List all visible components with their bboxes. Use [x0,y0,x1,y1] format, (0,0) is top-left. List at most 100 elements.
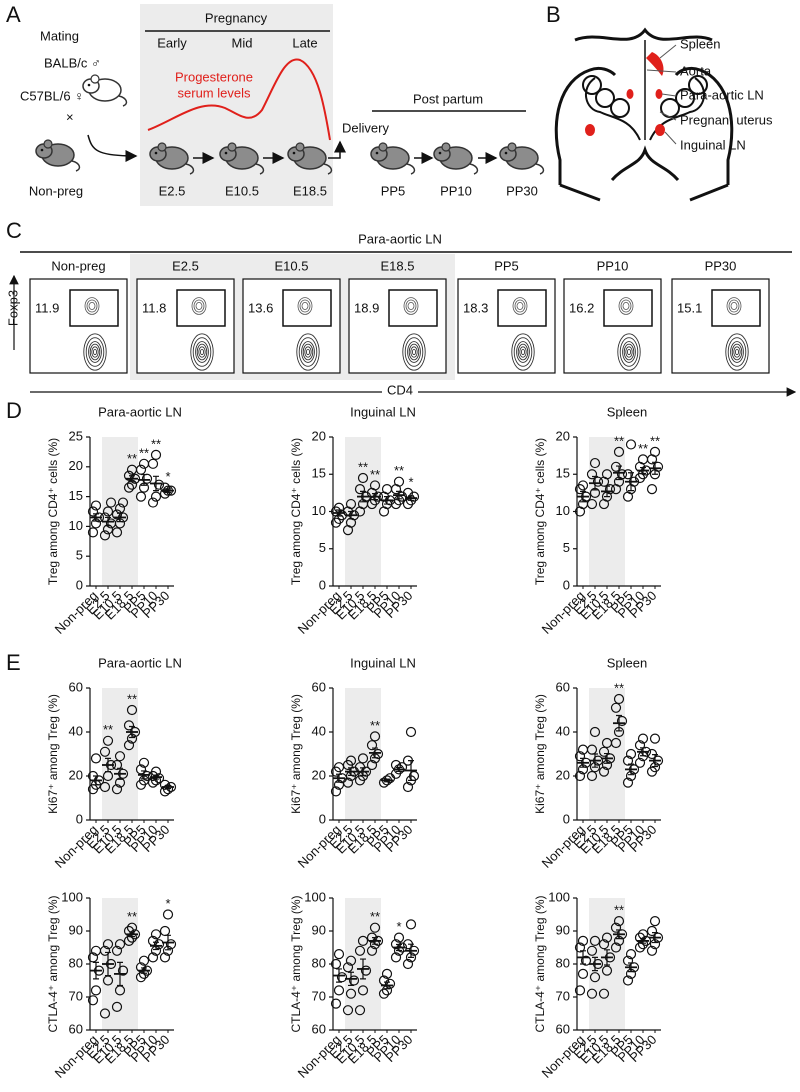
data-point [369,731,381,742]
data-point [102,506,114,517]
error-bar [117,512,123,523]
timepoint-label: E18.5 [293,183,327,198]
data-point [111,509,123,520]
contour [622,301,630,310]
contour [301,341,315,363]
data-point [357,472,369,484]
data-point [598,746,610,757]
contour [728,299,740,313]
y-tick-label: 20 [312,428,326,443]
data-point [610,922,622,933]
error-bar [652,461,658,475]
contour [302,343,314,361]
contour [407,301,415,310]
y-axis-label: Ki67⁺ among Treg (%) [46,694,60,814]
data-point [366,759,378,771]
contour [404,337,424,367]
data-point [102,939,114,950]
data-point [405,919,417,930]
data-point [138,757,150,768]
error-bar [129,475,135,483]
data-point [381,968,393,980]
data-point [342,777,354,788]
data-point [159,779,171,790]
significance: ** [614,433,624,448]
y-tick-label: 10 [69,518,83,533]
gate-percentage: 18.9 [354,300,379,315]
contour [86,299,98,313]
error-bar [348,971,354,987]
error-bar [105,516,111,527]
error-bar [165,784,171,790]
contour [514,299,526,313]
error-bar [592,956,598,972]
mouse-ear [43,139,53,149]
data-point [616,469,628,480]
data-point [345,755,357,766]
x-axis-label: CD4 [387,382,413,397]
contour [511,333,535,371]
group-label: E2.5 [172,258,199,273]
data-point [87,995,99,1006]
y-tick-label: 15 [69,488,83,503]
y-tick-label: 60 [69,1021,83,1036]
y-tick-label: 60 [312,1021,326,1036]
mouse [499,142,545,175]
significance: ** [127,451,137,466]
contour [190,333,214,371]
mouse-tail [118,95,128,107]
y-tick-label: 0 [563,577,570,592]
data-point [369,922,381,933]
lymph-node [655,89,663,99]
gate-percentage: 11.8 [142,300,166,315]
significance: * [396,919,401,934]
y-axis-label: Treg among CD4⁺ cells (%) [46,438,60,585]
y-tick-label: 60 [556,679,570,694]
female-label: C57BL/6 ♀ [20,88,84,103]
contour [516,301,524,310]
contour [731,343,743,361]
error-bar [117,767,123,780]
mouse-ear [507,142,517,152]
data-point [598,939,610,950]
y-tick-label: 0 [319,811,326,826]
data-point [393,932,405,943]
data-point [357,935,369,947]
error-bar [408,760,414,781]
error-bar [628,962,634,973]
data-point [634,757,646,768]
contour [411,348,417,356]
data-point [613,915,625,927]
gate-percentage: 16.2 [569,300,594,315]
significance: ** [370,718,380,733]
contour [89,343,101,361]
data-point [165,939,177,950]
contour [513,337,533,367]
data-point [99,945,111,956]
y-tick-label: 80 [556,955,570,970]
mouse-tail [255,163,265,175]
data-point [649,446,661,457]
lymph-node [626,89,634,99]
data-point [577,935,589,947]
data-point [135,491,147,502]
contour [193,299,205,313]
anatomy-label: Pregnant uterus [680,112,773,127]
significance: ** [394,463,404,478]
error-bar [348,510,354,520]
data-point [117,497,129,508]
contour [83,333,107,371]
y-tick-label: 60 [556,1021,570,1036]
data-point [610,942,622,953]
y-tick-label: 25 [69,428,83,443]
mouse-ear [157,142,167,152]
data-point [90,985,102,996]
nonpreg-label: Non-preg [29,183,83,198]
mouse-eye [375,151,379,155]
significance: * [408,474,413,489]
anatomy-label: Aorta [680,63,712,78]
cross-label: × [66,109,74,124]
significance: ** [638,441,648,456]
y-axis-label: Foxp3 [5,290,20,326]
data-point [153,939,165,950]
